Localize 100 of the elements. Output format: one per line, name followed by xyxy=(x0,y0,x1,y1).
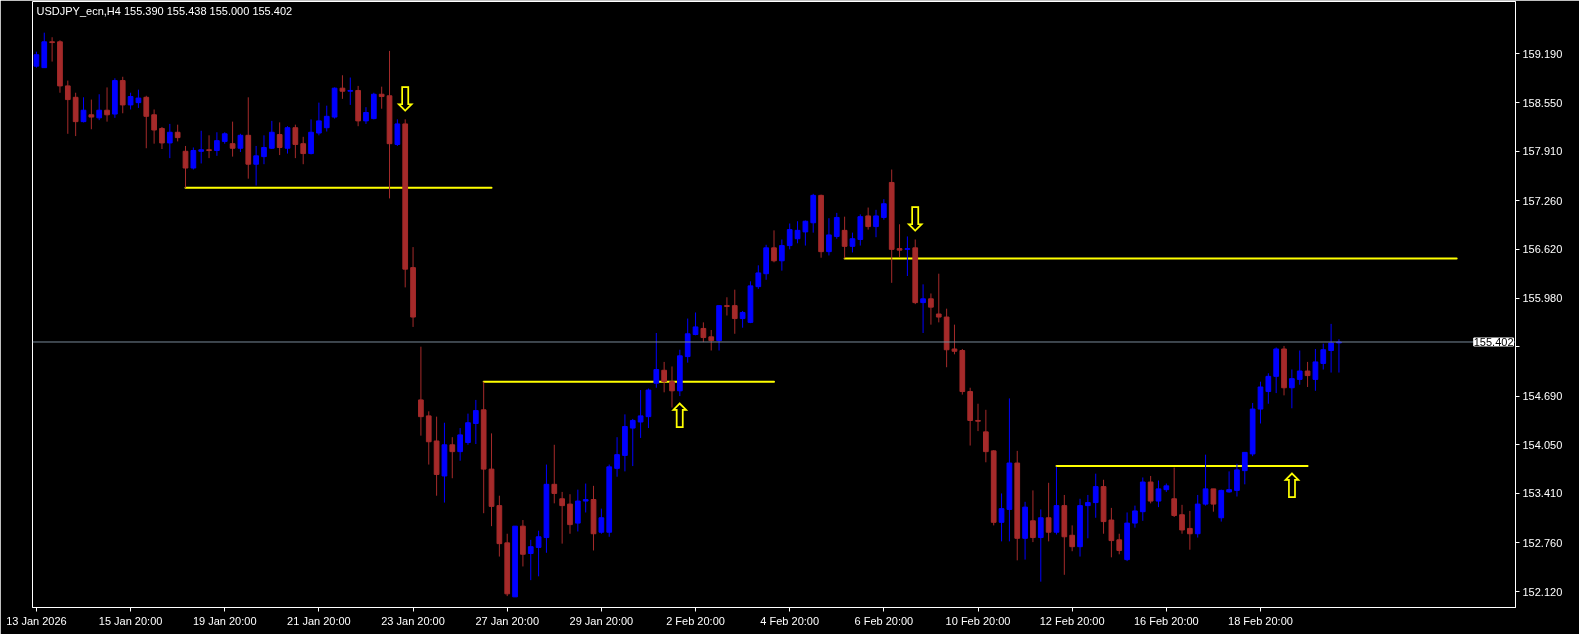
candlestick xyxy=(1179,504,1185,535)
candlestick xyxy=(551,444,558,504)
x-tick-label: 19 Jan 20:00 xyxy=(192,614,257,627)
candlestick xyxy=(268,120,275,150)
candlestick xyxy=(865,207,872,231)
candlestick xyxy=(1147,475,1154,504)
candlestick xyxy=(229,121,236,158)
candlestick xyxy=(684,318,691,364)
candlestick xyxy=(465,413,471,446)
annotation: ⇩ xyxy=(900,199,930,240)
x-tick-label: 2 Feb 20:00 xyxy=(666,614,725,627)
candlestick xyxy=(457,427,463,462)
candlestick xyxy=(64,80,71,135)
candlestick xyxy=(1030,489,1036,543)
candlestick xyxy=(1234,463,1240,497)
candlestick xyxy=(786,223,793,250)
candlestick xyxy=(653,332,660,389)
candlestick xyxy=(920,283,926,334)
y-tick-label: 158.550 xyxy=(1522,96,1563,109)
candlestick xyxy=(1116,533,1123,555)
candlestick xyxy=(308,118,314,155)
y-tick-label: 159.190 xyxy=(1522,47,1563,60)
candlestick xyxy=(833,212,840,240)
candlestick xyxy=(700,321,707,343)
candlestick xyxy=(253,145,259,187)
candlestick xyxy=(841,216,848,259)
candlestick xyxy=(928,292,934,326)
candlestick xyxy=(1320,343,1327,371)
candlestick xyxy=(1187,510,1193,551)
candlestick xyxy=(206,134,212,159)
x-tick-label: 12 Feb 20:00 xyxy=(1039,614,1105,627)
candlestick xyxy=(1241,451,1248,485)
candlestick xyxy=(527,539,534,581)
candlestick xyxy=(166,123,173,159)
candlestick xyxy=(935,273,942,323)
candlestick xyxy=(1202,454,1209,507)
candlestick xyxy=(143,95,150,149)
y-tick-label: 153.410 xyxy=(1522,487,1563,500)
y-tick-label: 154.050 xyxy=(1522,438,1563,451)
candlestick xyxy=(49,36,55,63)
x-tick-label: 16 Feb 20:00 xyxy=(1133,614,1199,627)
candlestick xyxy=(449,436,456,479)
candlestick xyxy=(771,229,777,263)
x-tick-label: 10 Feb 20:00 xyxy=(945,614,1011,627)
candlestick xyxy=(418,346,424,437)
candlestick xyxy=(198,130,205,164)
candlestick xyxy=(574,489,581,532)
candlestick xyxy=(80,96,87,123)
candlestick xyxy=(1132,505,1138,529)
candlestick xyxy=(975,403,981,432)
candlestick xyxy=(1257,381,1264,424)
candlestick xyxy=(724,296,730,317)
candlestick xyxy=(598,508,605,535)
candlestick xyxy=(237,133,244,153)
candlestick xyxy=(96,93,103,121)
candlestick xyxy=(261,134,267,165)
candlestick xyxy=(1155,480,1162,508)
annotation: ⇧ xyxy=(665,396,695,437)
x-tick-label: 6 Feb 20:00 xyxy=(854,614,914,627)
candlestick xyxy=(567,493,573,535)
candlestick xyxy=(1312,348,1319,392)
candlestick xyxy=(214,131,220,157)
candlestick xyxy=(159,126,165,150)
candlestick xyxy=(284,125,291,155)
candlestick xyxy=(1304,361,1311,388)
x-tick-label: 21 Jan 20:00 xyxy=(287,614,351,627)
candlestick xyxy=(983,409,989,463)
candlestick xyxy=(394,118,401,147)
candlestick xyxy=(190,146,197,171)
candlestick xyxy=(849,232,856,253)
y-tick-label: 152.120 xyxy=(1522,585,1563,598)
candlestick xyxy=(300,136,307,165)
candlestick xyxy=(731,289,738,335)
x-tick-label: 15 Jan 20:00 xyxy=(98,614,163,627)
candlestick xyxy=(881,198,887,221)
candlestick xyxy=(629,418,636,467)
candlestick xyxy=(559,491,565,545)
y-tick-label: 157.260 xyxy=(1522,194,1563,207)
candlestick xyxy=(582,483,589,513)
candlestick xyxy=(1037,508,1044,583)
candlestick xyxy=(1045,482,1052,542)
candlestick xyxy=(472,399,479,445)
candlestick xyxy=(378,86,385,110)
candlestick xyxy=(1069,524,1076,552)
candlestick xyxy=(826,217,832,256)
candlestick xyxy=(1085,494,1091,539)
candlestick xyxy=(104,86,110,123)
candlestick xyxy=(339,74,346,100)
x-tick-label: 18 Feb 20:00 xyxy=(1228,614,1293,627)
candlestick xyxy=(151,108,157,145)
y-tick-label: 154.690 xyxy=(1522,390,1563,403)
candlestick xyxy=(896,223,903,258)
y-tick-label: 156.620 xyxy=(1522,243,1563,256)
annotation: ⇩ xyxy=(390,79,420,120)
candlestick xyxy=(347,77,354,106)
candlestick xyxy=(873,209,879,238)
candlestick xyxy=(1210,488,1217,513)
candlestick xyxy=(708,329,715,351)
candlestick xyxy=(292,124,299,159)
candlestick xyxy=(904,235,911,277)
